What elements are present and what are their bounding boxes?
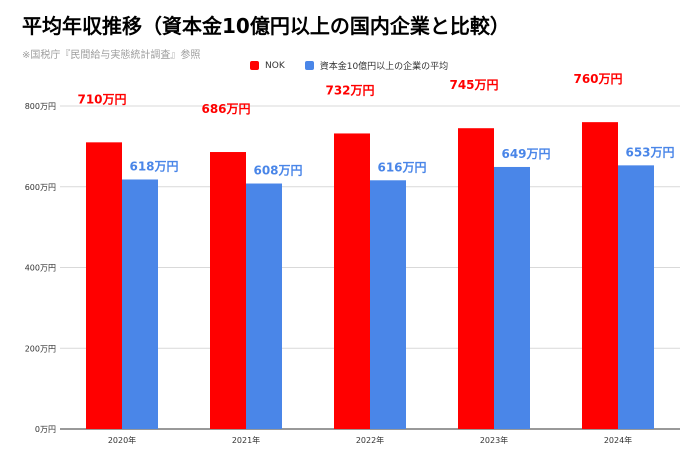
chart-title: 平均年収推移（資本金10億円以上の国内企業と比較） — [22, 14, 510, 38]
bar-nok — [582, 122, 618, 430]
y-tick-label: 400万円 — [25, 264, 56, 273]
bar-nok — [210, 152, 246, 429]
bar-average — [246, 183, 282, 429]
data-label-average: 616万円 — [377, 160, 426, 174]
x-tick-label: 2023年 — [480, 435, 508, 445]
source-note: ※国税庁『民間給与実態統計調査』参照 — [22, 50, 201, 61]
legend-item-nok: NOK — [250, 61, 285, 71]
x-tick-label: 2024年 — [604, 435, 632, 445]
bar-average — [618, 165, 654, 429]
data-label-average: 618万円 — [129, 159, 178, 173]
legend-label-nok: NOK — [265, 60, 285, 71]
data-label-average: 608万円 — [253, 164, 302, 178]
legend-item-average: 資本金10億円以上の企業の平均 — [304, 59, 449, 72]
y-tick-label: 600万円 — [25, 183, 56, 192]
data-label-nok: 732万円 — [325, 83, 374, 97]
legend-swatch-average — [304, 61, 314, 70]
legend: NOK 資本金10億円以上の企業の平均 — [250, 59, 468, 72]
bar-average — [494, 166, 530, 429]
legend-swatch-nok — [250, 61, 259, 70]
data-label-average: 649万円 — [501, 147, 550, 161]
bar-nok — [458, 128, 494, 430]
bar-average — [122, 179, 158, 429]
legend-label-average: 資本金10億円以上の企業の平均 — [319, 62, 449, 72]
bar-nok — [86, 142, 122, 429]
data-label-nok: 760万円 — [573, 72, 622, 86]
x-tick-label: 2021年 — [232, 435, 260, 445]
bar-nok — [334, 133, 370, 429]
data-label-nok: 745万円 — [449, 78, 498, 92]
data-label-nok: 710万円 — [77, 92, 126, 106]
x-tick-label: 2022年 — [356, 435, 384, 445]
data-label-average: 653万円 — [625, 145, 674, 159]
y-tick-label: 800万円 — [25, 102, 56, 111]
y-tick-label: 200万円 — [25, 344, 56, 353]
x-tick-label: 2020年 — [108, 435, 136, 445]
y-tick-label: 0万円 — [35, 425, 56, 434]
bar-average — [370, 180, 406, 429]
data-label-nok: 686万円 — [201, 102, 250, 116]
